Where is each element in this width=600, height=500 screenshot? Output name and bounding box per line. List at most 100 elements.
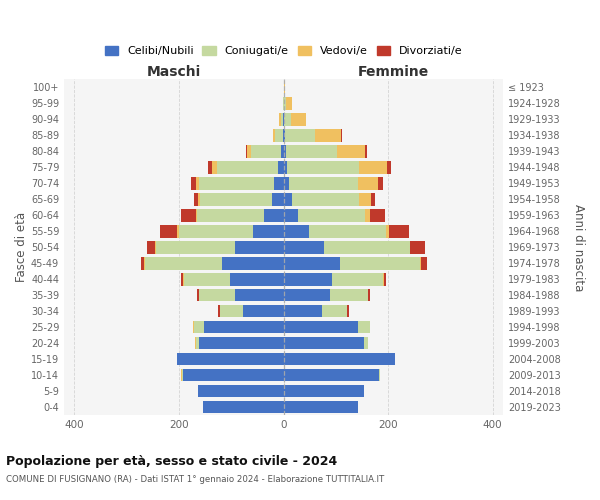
Bar [284, 353, 395, 366]
Bar [212, 161, 217, 173]
Bar [284, 257, 340, 270]
Bar [197, 209, 264, 222]
Bar [284, 82, 285, 94]
Bar [308, 225, 386, 237]
Bar [332, 273, 383, 285]
Bar [284, 161, 287, 173]
Bar [285, 129, 316, 141]
Bar [145, 257, 222, 270]
Bar [181, 209, 196, 222]
Bar [283, 129, 284, 141]
Bar [235, 289, 284, 302]
Bar [410, 241, 425, 254]
Bar [358, 321, 370, 334]
Bar [208, 161, 212, 173]
Bar [182, 369, 284, 382]
Bar [337, 145, 365, 158]
Bar [218, 305, 220, 318]
Bar [191, 177, 196, 190]
Bar [292, 193, 359, 205]
Y-axis label: Anni di nascita: Anni di nascita [572, 204, 585, 291]
Y-axis label: Fasce di età: Fasce di età [15, 212, 28, 282]
Bar [199, 289, 235, 302]
Bar [199, 385, 284, 398]
Bar [371, 193, 375, 205]
Bar [359, 161, 387, 173]
Bar [273, 129, 275, 141]
Bar [384, 273, 386, 285]
Bar [286, 97, 292, 110]
Bar [217, 161, 278, 173]
Bar [289, 177, 358, 190]
Bar [368, 289, 370, 302]
Bar [281, 145, 284, 158]
Bar [272, 193, 284, 205]
Bar [316, 129, 341, 141]
Bar [284, 337, 364, 349]
Bar [386, 225, 389, 237]
Bar [195, 337, 196, 349]
Bar [146, 241, 155, 254]
Bar [235, 241, 284, 254]
Bar [365, 145, 367, 158]
Bar [196, 337, 199, 349]
Bar [284, 385, 364, 398]
Bar [251, 145, 281, 158]
Text: Maschi: Maschi [146, 66, 201, 80]
Bar [275, 129, 283, 141]
Bar [284, 241, 325, 254]
Bar [243, 305, 284, 318]
Bar [279, 113, 281, 126]
Bar [284, 289, 329, 302]
Text: Femmine: Femmine [358, 66, 429, 80]
Bar [199, 337, 284, 349]
Bar [284, 305, 322, 318]
Bar [347, 305, 349, 318]
Bar [160, 225, 178, 237]
Bar [155, 241, 235, 254]
Text: COMUNE DI FUSIGNANO (RA) - Dati ISTAT 1° gennaio 2024 - Elaborazione TUTTITALIA.: COMUNE DI FUSIGNANO (RA) - Dati ISTAT 1°… [6, 475, 384, 484]
Bar [281, 113, 283, 126]
Bar [322, 305, 347, 318]
Bar [287, 161, 359, 173]
Bar [253, 225, 284, 237]
Bar [340, 257, 420, 270]
Bar [230, 273, 284, 285]
Bar [278, 161, 284, 173]
Bar [178, 225, 179, 237]
Bar [197, 289, 199, 302]
Bar [284, 145, 286, 158]
Bar [359, 193, 371, 205]
Bar [292, 113, 306, 126]
Bar [325, 241, 410, 254]
Bar [284, 369, 379, 382]
Legend: Celibi/Nubili, Coniugati/e, Vedovi/e, Divorziati/e: Celibi/Nubili, Coniugati/e, Vedovi/e, Di… [100, 42, 467, 60]
Bar [358, 177, 378, 190]
Bar [284, 225, 308, 237]
Bar [247, 145, 251, 158]
Bar [364, 337, 368, 349]
Bar [365, 209, 370, 222]
Bar [284, 193, 292, 205]
Bar [264, 209, 284, 222]
Bar [387, 161, 391, 173]
Bar [284, 177, 289, 190]
Bar [220, 305, 243, 318]
Bar [203, 401, 284, 413]
Bar [370, 209, 385, 222]
Bar [246, 145, 247, 158]
Bar [284, 273, 332, 285]
Bar [284, 321, 358, 334]
Bar [329, 289, 368, 302]
Bar [179, 225, 253, 237]
Bar [178, 353, 284, 366]
Bar [389, 225, 409, 237]
Bar [284, 129, 285, 141]
Bar [203, 321, 284, 334]
Bar [200, 193, 272, 205]
Bar [222, 257, 284, 270]
Bar [141, 257, 144, 270]
Bar [198, 193, 200, 205]
Bar [199, 177, 274, 190]
Bar [184, 273, 230, 285]
